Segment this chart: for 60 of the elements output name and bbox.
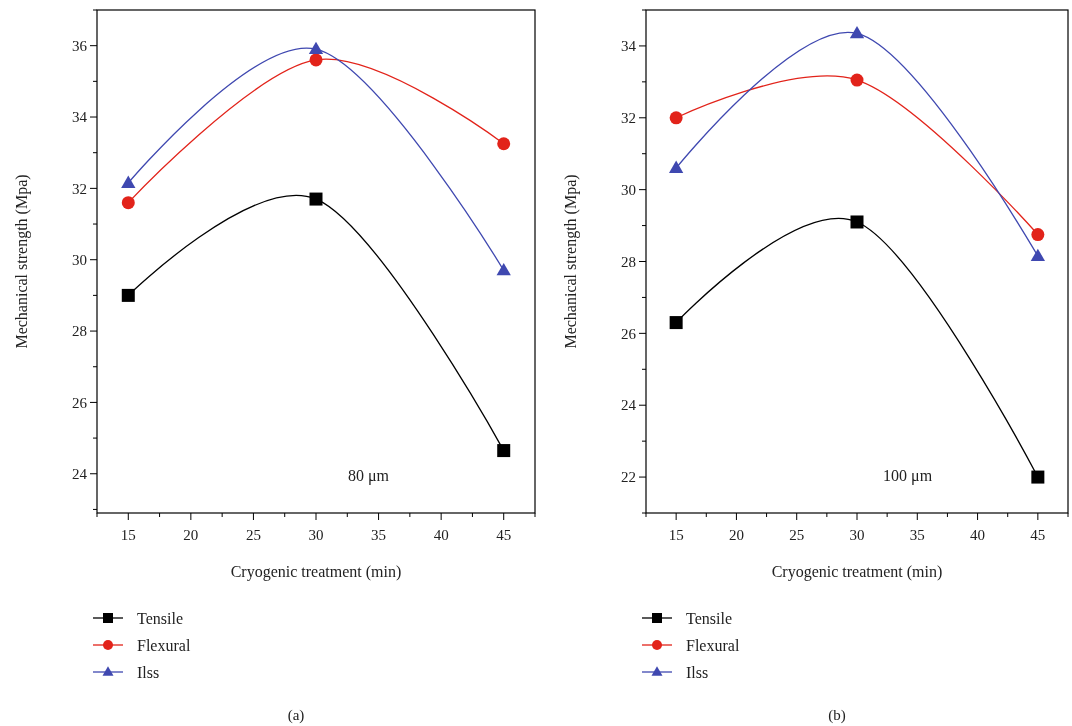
point: [308, 41, 324, 55]
y-tick-label: 22: [621, 469, 636, 486]
x-tick-label: 35: [371, 527, 387, 543]
y-tick-label: 30: [621, 181, 636, 198]
point: [496, 262, 511, 276]
y-tick-label: 24: [621, 397, 637, 414]
x-tick-label: 20: [183, 527, 199, 543]
text: (b): [828, 707, 846, 724]
point: [849, 25, 865, 39]
point: [497, 444, 511, 458]
y-tick-label: 26: [621, 325, 637, 342]
point: [1031, 228, 1045, 242]
y-tick-label: 24: [72, 466, 88, 483]
x-axis-title: Cryogenic treatment (min): [230, 563, 402, 581]
point: [121, 288, 135, 302]
x-axis-title: Cryogenic treatment (min): [771, 563, 943, 581]
text: (a): [287, 707, 305, 724]
y-axis-title: Mechanical strength (Mpa): [562, 174, 580, 349]
y-tick-label: 28: [72, 323, 87, 340]
x-tick-label: 20: [728, 527, 744, 543]
point: [850, 215, 864, 229]
x-tick-label: 25: [245, 527, 261, 543]
point: [1030, 248, 1046, 261]
y-tick-label: 36: [72, 37, 88, 54]
point: [309, 192, 323, 206]
x-tick-label: 45: [1030, 527, 1046, 543]
x-tick-label: 15: [668, 527, 684, 543]
y-tick-label: 32: [621, 110, 636, 127]
x-tick-label: 45: [496, 527, 512, 543]
x-tick-label: 40: [970, 527, 986, 543]
y-tick-label: 30: [72, 251, 87, 268]
y-axis-title: Mechanical strength (Mpa): [13, 174, 31, 349]
legend-label: Ilss: [686, 663, 709, 681]
y-tick-label: 34: [621, 38, 637, 55]
point: [850, 73, 864, 87]
y-tick-label: 32: [72, 180, 87, 197]
annotation: 80 μm: [348, 467, 390, 485]
legend-label: Tensile: [137, 609, 183, 627]
x-tick-label: 30: [849, 527, 865, 543]
x-tick-label: 35: [909, 527, 925, 543]
point: [121, 175, 136, 188]
x-tick-label: 25: [789, 527, 805, 543]
point: [1031, 470, 1045, 484]
point: [668, 160, 684, 173]
x-tick-label: 40: [433, 527, 449, 543]
legend-label: Flexural: [686, 636, 740, 654]
legend-label: Flexural: [137, 636, 191, 654]
y-tick-label: 26: [72, 394, 88, 411]
annotation: 100 μm: [883, 467, 933, 485]
x-tick-label: 30: [308, 527, 324, 543]
point: [121, 196, 135, 210]
y-tick-label: 34: [72, 109, 88, 126]
point: [669, 316, 683, 330]
point: [309, 53, 323, 67]
y-tick-label: 28: [621, 253, 636, 270]
legend-label: Tensile: [686, 609, 732, 627]
x-tick-label: 15: [120, 527, 136, 543]
legend-label: Ilss: [137, 663, 160, 681]
point: [669, 111, 683, 125]
point: [497, 137, 511, 151]
